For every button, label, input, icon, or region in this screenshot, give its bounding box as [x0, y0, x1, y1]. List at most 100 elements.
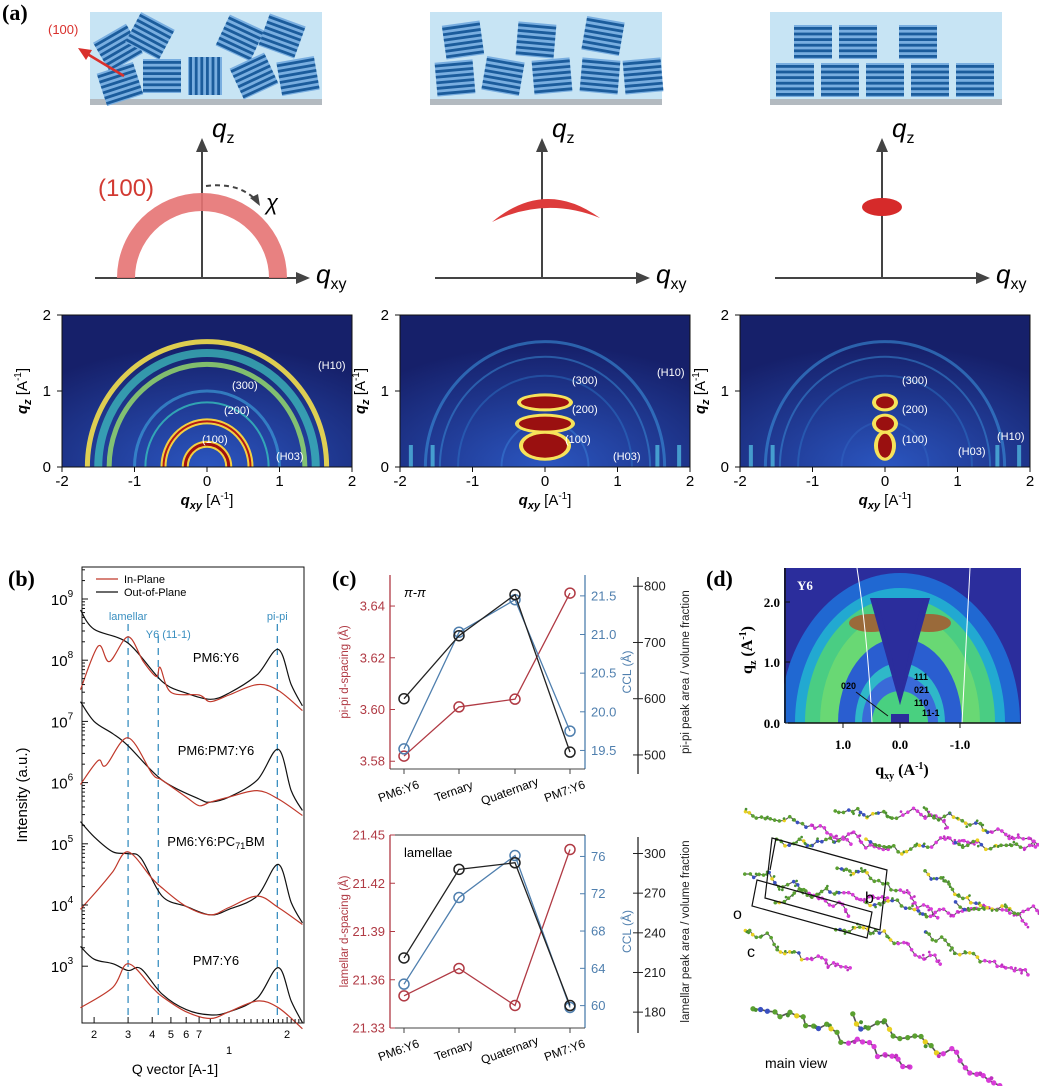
bond	[776, 831, 889, 850]
atom	[744, 807, 748, 811]
in-plane-streak	[770, 445, 775, 467]
sample-label: PM6:Y6	[193, 650, 239, 665]
atom	[961, 843, 964, 847]
x-tick-label: 0	[203, 473, 211, 490]
atom	[957, 893, 961, 897]
atom	[846, 968, 850, 972]
atom	[799, 957, 804, 962]
atom	[797, 951, 801, 955]
atom	[897, 1035, 903, 1042]
atom	[933, 1050, 940, 1056]
atom	[874, 1053, 881, 1060]
crystallite-body	[899, 25, 937, 59]
curve-in-plane	[79, 636, 303, 712]
scattering-ring	[778, 355, 992, 467]
scattering-features	[748, 340, 1022, 467]
axis-symbol: q	[739, 665, 756, 674]
atom	[1000, 904, 1004, 908]
lamella-stripe	[911, 76, 949, 79]
atom	[953, 840, 958, 845]
atom	[777, 1014, 783, 1020]
qxy-label: qxy	[996, 259, 1026, 293]
cell-origin-label: o	[733, 906, 742, 923]
atom	[953, 1049, 960, 1055]
scattering-features	[408, 340, 682, 467]
lamella-stripe	[220, 31, 257, 51]
atom	[836, 810, 841, 815]
atom	[899, 904, 904, 908]
atom	[957, 911, 961, 914]
atom	[933, 910, 937, 915]
axis-unit: [A	[202, 492, 220, 509]
atom	[921, 903, 926, 907]
atom	[770, 877, 774, 881]
peak-label: 11-1	[922, 708, 940, 718]
atom	[754, 872, 758, 876]
peak-label: (200)	[902, 404, 928, 416]
crystallite	[579, 57, 621, 95]
atom	[947, 880, 950, 883]
atom	[876, 897, 880, 900]
atom	[836, 839, 841, 843]
scattering-ring	[457, 374, 633, 467]
atom	[899, 810, 903, 813]
peak-label: (300)	[572, 375, 598, 387]
atom	[1008, 843, 1012, 846]
tick-label: 180	[644, 1005, 666, 1020]
atom	[950, 946, 954, 950]
chart-b: lamellar Y6 (11-1) pi-pi PM6:Y6 PM6:PM7:Y6 PM…	[14, 566, 305, 1077]
atom	[861, 925, 866, 930]
tick-label: 3.64	[360, 599, 385, 614]
x-axis-label: qxy (A-1)	[875, 761, 928, 782]
x-tick-label: -1.0	[950, 737, 971, 752]
substrate	[90, 99, 322, 105]
atom	[777, 819, 782, 823]
atom	[992, 959, 997, 964]
atom	[860, 869, 865, 873]
curve-out-of-plane	[79, 701, 303, 811]
atom	[988, 846, 993, 851]
atom	[913, 953, 917, 957]
lamella-stripe	[866, 76, 904, 79]
lamella-stripe	[436, 83, 475, 90]
lamella-stripe	[776, 81, 814, 85]
atom	[962, 907, 967, 912]
atom	[915, 905, 920, 910]
lamella-stripe	[585, 23, 624, 33]
atom	[747, 931, 751, 935]
atom	[828, 836, 833, 840]
in-plane-streak	[408, 445, 413, 467]
molecule	[833, 922, 943, 966]
atom	[846, 914, 851, 918]
legend-label: In-Plane	[124, 574, 165, 586]
qxy-arrow-icon	[296, 272, 310, 284]
crystallite	[956, 63, 994, 97]
atom	[949, 949, 952, 952]
atom	[885, 846, 888, 849]
atom	[957, 839, 962, 843]
atom	[868, 931, 873, 936]
peak-label: (H10)	[657, 367, 685, 379]
atom	[761, 873, 766, 877]
crystal-packing-image: o b c main view	[733, 806, 1039, 1086]
atom	[815, 1025, 822, 1032]
atom	[999, 843, 1003, 848]
tick-label: 270	[644, 886, 666, 901]
atom	[918, 1033, 924, 1040]
atom	[949, 1045, 955, 1052]
atom	[916, 909, 921, 913]
atom	[822, 826, 827, 830]
axis-subscript: z	[226, 130, 234, 147]
atom	[863, 1024, 868, 1029]
x-axis-label: Q vector [A-1]	[132, 1061, 218, 1077]
lamella-stripe	[443, 33, 482, 42]
lamella-stripe	[899, 38, 937, 41]
atom	[911, 806, 916, 811]
atom	[867, 895, 871, 899]
atom	[975, 955, 980, 959]
atom	[928, 914, 933, 919]
lamella-stripe	[899, 27, 937, 30]
scattering-ring	[144, 401, 270, 467]
atom	[865, 871, 869, 875]
annotation-label: Y6 (11-1)	[146, 629, 191, 641]
